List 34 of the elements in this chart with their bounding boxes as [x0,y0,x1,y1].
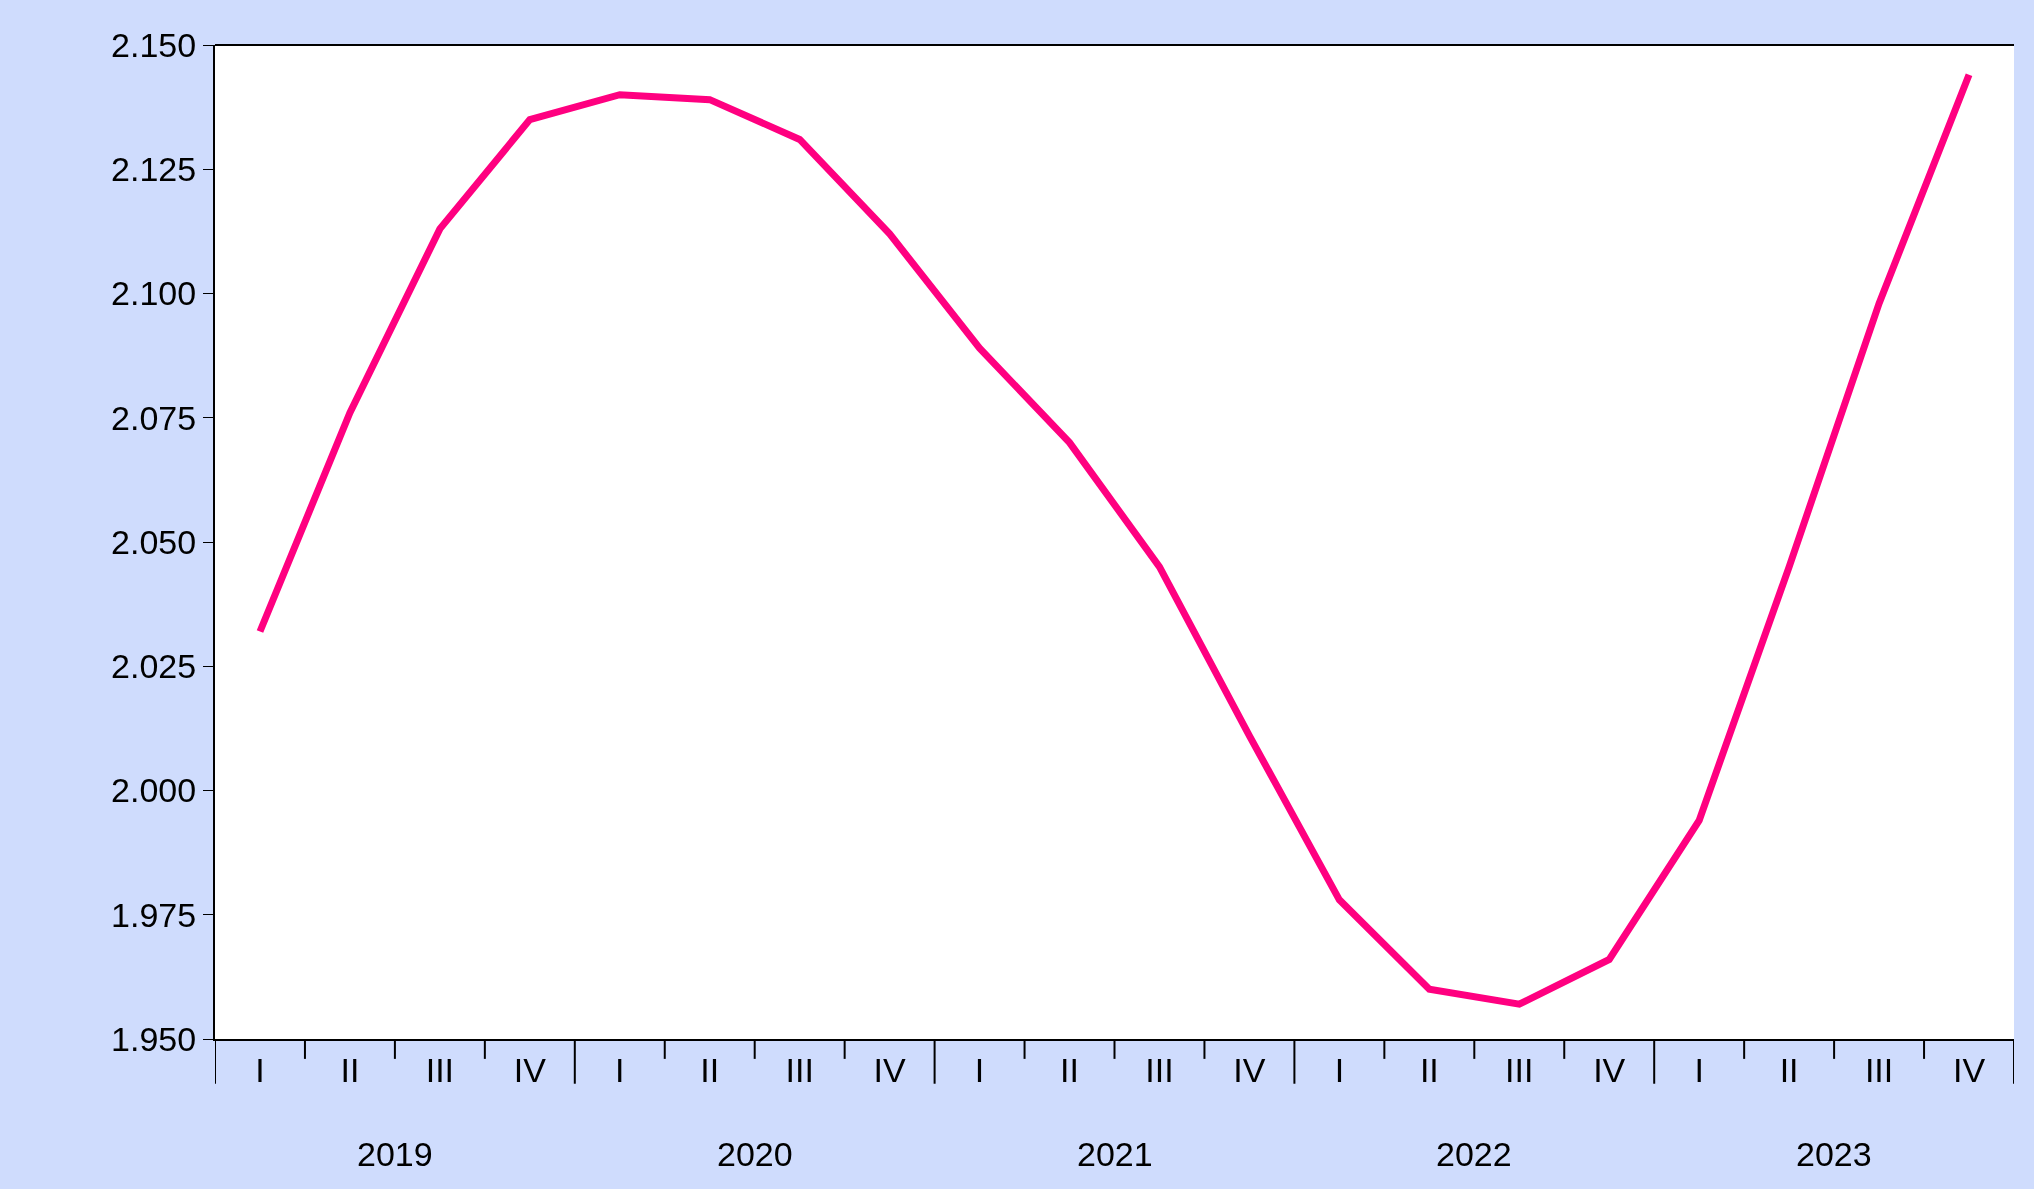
x-tick-label: II [1419,1050,1439,1089]
y-tick-label: 2.000 [111,771,197,810]
text: 2019 [357,1135,433,1173]
x-tick-label: IV [873,1050,907,1089]
x-tick-label: I [1334,1050,1345,1089]
x-tick-label: II [340,1050,360,1089]
x-tick-label: III [1864,1050,1894,1089]
y-tick-label: 2.100 [111,274,197,313]
x-tick-label: III [1505,1050,1534,1089]
y-tick-label: 2.025 [111,647,197,686]
x-tick-label: III [1145,1050,1174,1089]
x-tick-label: II [1060,1050,1079,1089]
x-tick-label: IV [1952,1050,1986,1089]
x-tick-label: II [700,1050,720,1089]
x-tick-label: III [785,1050,814,1089]
x-tick-label: I [974,1050,985,1089]
y-tick-label: 1.975 [111,895,197,934]
text: 2021 [1077,1135,1153,1173]
x-tick-label: II [1779,1050,1799,1089]
text: 2022 [1436,1135,1512,1173]
y-tick-label: 2.150 [111,25,197,64]
x-tick-label: III [425,1050,455,1089]
x-tick-label: IV [1593,1050,1626,1089]
x-tick-label: IV [1233,1050,1266,1089]
x-tick-label: I [255,1050,265,1089]
x-tick-label: I [1694,1050,1704,1089]
y-tick-label: 2.050 [111,522,197,561]
y-tick-label: 2.125 [111,150,197,189]
y-tick-label: 1.950 [111,1019,197,1058]
x-tick-label: IV [513,1050,547,1089]
text: 2023 [1796,1135,1872,1173]
x-tick-label: I [615,1050,625,1089]
text: 2020 [717,1135,793,1173]
y-tick-label: 2.075 [111,398,197,437]
